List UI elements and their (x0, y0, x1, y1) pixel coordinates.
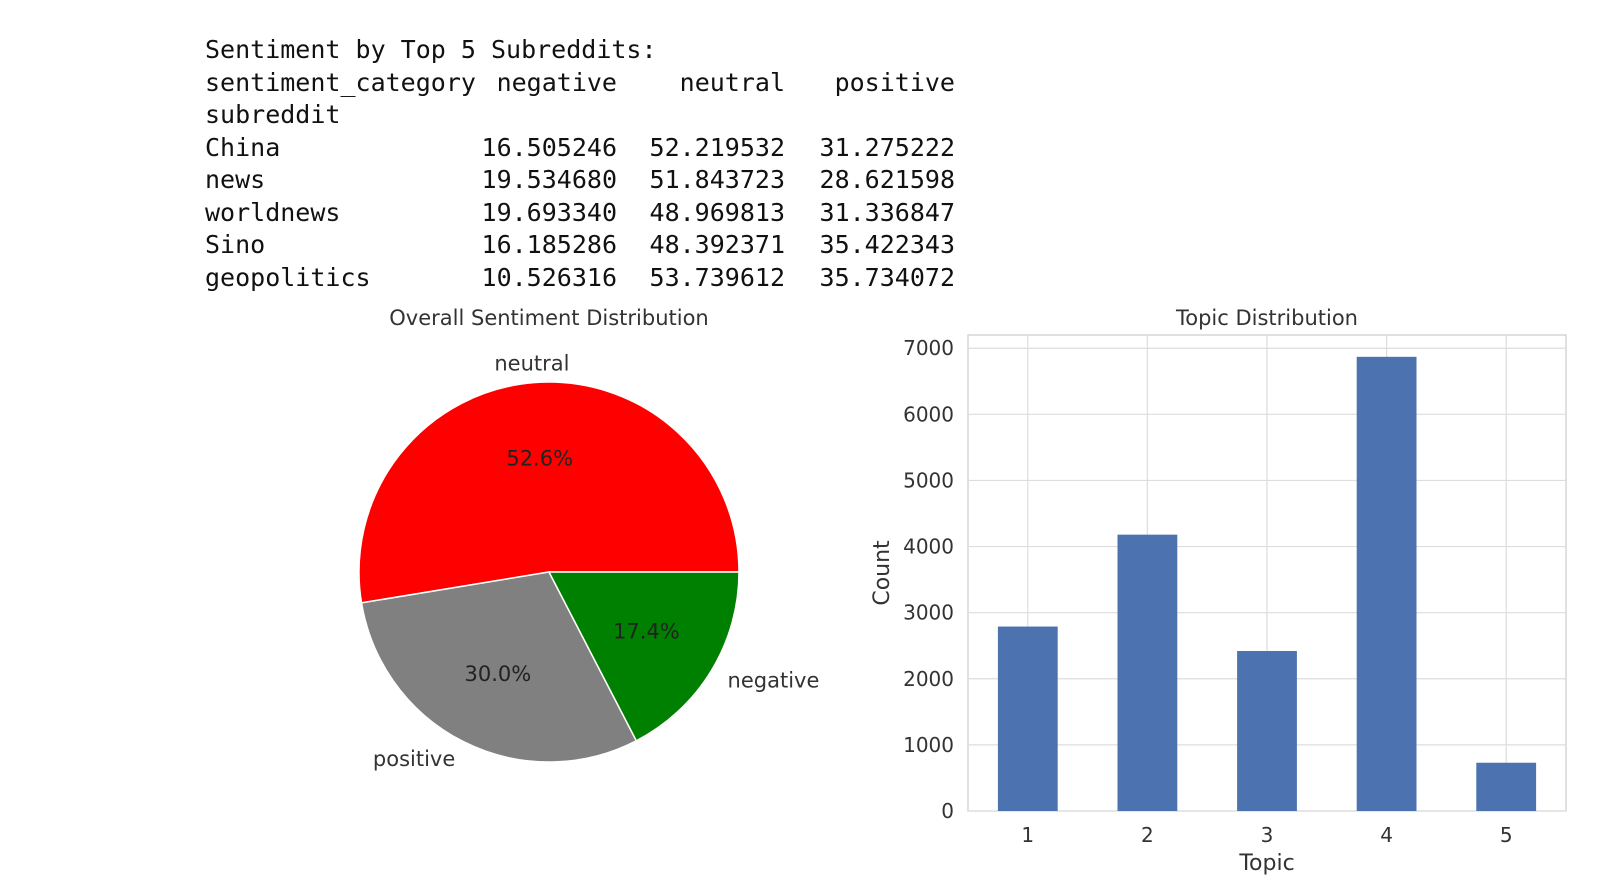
column-header: negative (496, 67, 617, 97)
row-label: geopolitics (205, 262, 371, 292)
table-cell: 51.843723 (649, 165, 785, 194)
table-cell: 35.734072 (819, 262, 955, 292)
pie-title: Overall Sentiment Distribution (389, 306, 708, 330)
bar-topic-1 (997, 626, 1058, 811)
table-cell: 19.534680 (481, 165, 617, 194)
bar-chart: Topic Distribution 0 1000 2000 3000 4000 5000… (870, 306, 1567, 876)
y-tick-label: 1000 (903, 733, 954, 757)
row-label: news (205, 165, 266, 194)
y-tick-label: 5000 (903, 468, 954, 492)
y-tick-label: 6000 (903, 402, 954, 426)
bar-topic-2 (1117, 534, 1178, 811)
table-cell: 48.392371 (649, 230, 785, 259)
table-cell: 19.693340 (481, 197, 617, 227)
bar-topic-3 (1237, 651, 1297, 811)
y-tick-label: 7000 (903, 336, 954, 360)
y-tick-label: 3000 (903, 601, 954, 625)
x-tick-label: 3 (1261, 823, 1274, 847)
bar-title: Topic Distribution (1175, 306, 1358, 330)
row-label: worldnews (205, 197, 341, 227)
table-cell: 31.275222 (819, 132, 955, 162)
x-axis-label: Topic (1238, 851, 1294, 876)
x-tick-label: 5 (1500, 823, 1513, 847)
table-cell: 35.422343 (819, 230, 955, 259)
table-cell: 48.969813 (649, 197, 785, 227)
pie-slice-label: neutral (494, 352, 569, 376)
pie-percent-label: 30.0% (465, 662, 532, 686)
x-tick-label: 4 (1380, 823, 1393, 847)
pie-slice-label: negative (728, 669, 820, 693)
y-axis-label: Count (870, 540, 895, 606)
table-cell: 31.336847 (819, 197, 955, 227)
y-tick-label: 2000 (903, 667, 954, 691)
pie-slice-neutral (358, 381, 740, 604)
pie-slice-negative (547, 571, 740, 742)
pie-percent-label: 52.6% (506, 446, 573, 470)
row-label: Sino (205, 230, 266, 259)
index-name: subreddit (205, 100, 341, 129)
table-cell: 16.505246 (481, 132, 617, 162)
y-tick-label: 0 (941, 799, 954, 823)
y-tick-label: 4000 (903, 535, 954, 559)
pie-slice-label: positive (373, 747, 455, 771)
columns-name: sentiment_category (205, 67, 476, 97)
pie-percent-label: 17.4% (613, 619, 680, 643)
bar-topic-5 (1476, 762, 1537, 811)
bar-topic-4 (1356, 356, 1417, 811)
pie-slice-positive (360, 571, 638, 763)
table-cell: 52.219532 (649, 132, 785, 162)
column-header: positive (834, 67, 955, 97)
pie-chart: Overall Sentiment Distribution 52.6% neut… (358, 306, 820, 771)
table-cell: 10.526316 (481, 262, 617, 292)
table-cell: 28.621598 (819, 165, 955, 194)
x-tick-label: 2 (1141, 823, 1154, 847)
column-header: neutral (679, 67, 785, 97)
row-label: China (205, 132, 281, 162)
table-cell: 53.739612 (649, 262, 785, 292)
table-title: Sentiment by Top 5 Subreddits: (205, 35, 657, 64)
table-cell: 16.185286 (481, 230, 617, 259)
x-tick-label: 1 (1021, 823, 1034, 847)
